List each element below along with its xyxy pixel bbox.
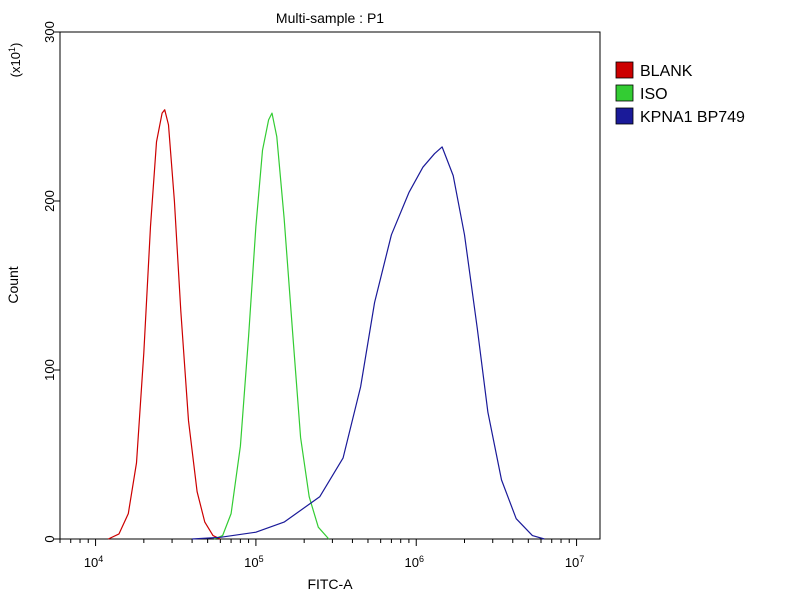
x-tick-base: 10: [404, 555, 418, 570]
x-tick-exp: 4: [98, 554, 103, 564]
y-tick-label: 300: [42, 21, 57, 43]
y-axis-label: Count: [5, 266, 21, 303]
svg-text:Count: Count: [5, 266, 21, 303]
chart-title: Multi-sample : P1: [276, 10, 384, 26]
legend-label: KPNA1 BP749: [640, 109, 745, 126]
y-tick-label: 200: [42, 190, 57, 212]
legend-swatch: [615, 61, 634, 79]
legend-label: ISO: [640, 86, 668, 103]
y-tick-label: 100: [42, 359, 57, 381]
legend-swatch: [615, 84, 634, 102]
x-tick-label: 107: [565, 554, 584, 570]
series-line-2: [192, 146, 545, 540]
x-tick-base: 10: [84, 555, 98, 570]
legend-label: BLANK: [640, 63, 693, 80]
series-line-1: [214, 112, 330, 540]
x-tick-exp: 7: [579, 554, 584, 564]
svg-text:(x101): (x101): [7, 43, 23, 78]
x-tick-base: 10: [244, 555, 258, 570]
plot-frame: [59, 31, 601, 540]
legend-swatch: [615, 107, 634, 125]
y-tick-label: 0: [42, 535, 57, 542]
x-tick-label: 104: [84, 554, 103, 570]
histogram-series: [108, 109, 545, 540]
x-tick-exp: 6: [419, 554, 424, 564]
x-tick-base: 10: [565, 555, 579, 570]
y-multiplier-exp: 1: [7, 47, 17, 52]
legend: BLANK ISO KPNA1 BP749: [615, 61, 745, 126]
x-tick-exp: 5: [259, 554, 264, 564]
y-multiplier-label: (x101): [7, 43, 23, 78]
x-axis-ticks: 104 105 106 107: [59, 539, 584, 570]
x-tick-label: 106: [404, 554, 423, 570]
y-axis-ticks: 0 100 200 300: [42, 21, 60, 543]
x-tick-label: 105: [244, 554, 263, 570]
x-axis-label: FITC-A: [307, 576, 353, 592]
y-multiplier-base: (x10: [8, 52, 23, 77]
series-line-0: [108, 109, 221, 540]
